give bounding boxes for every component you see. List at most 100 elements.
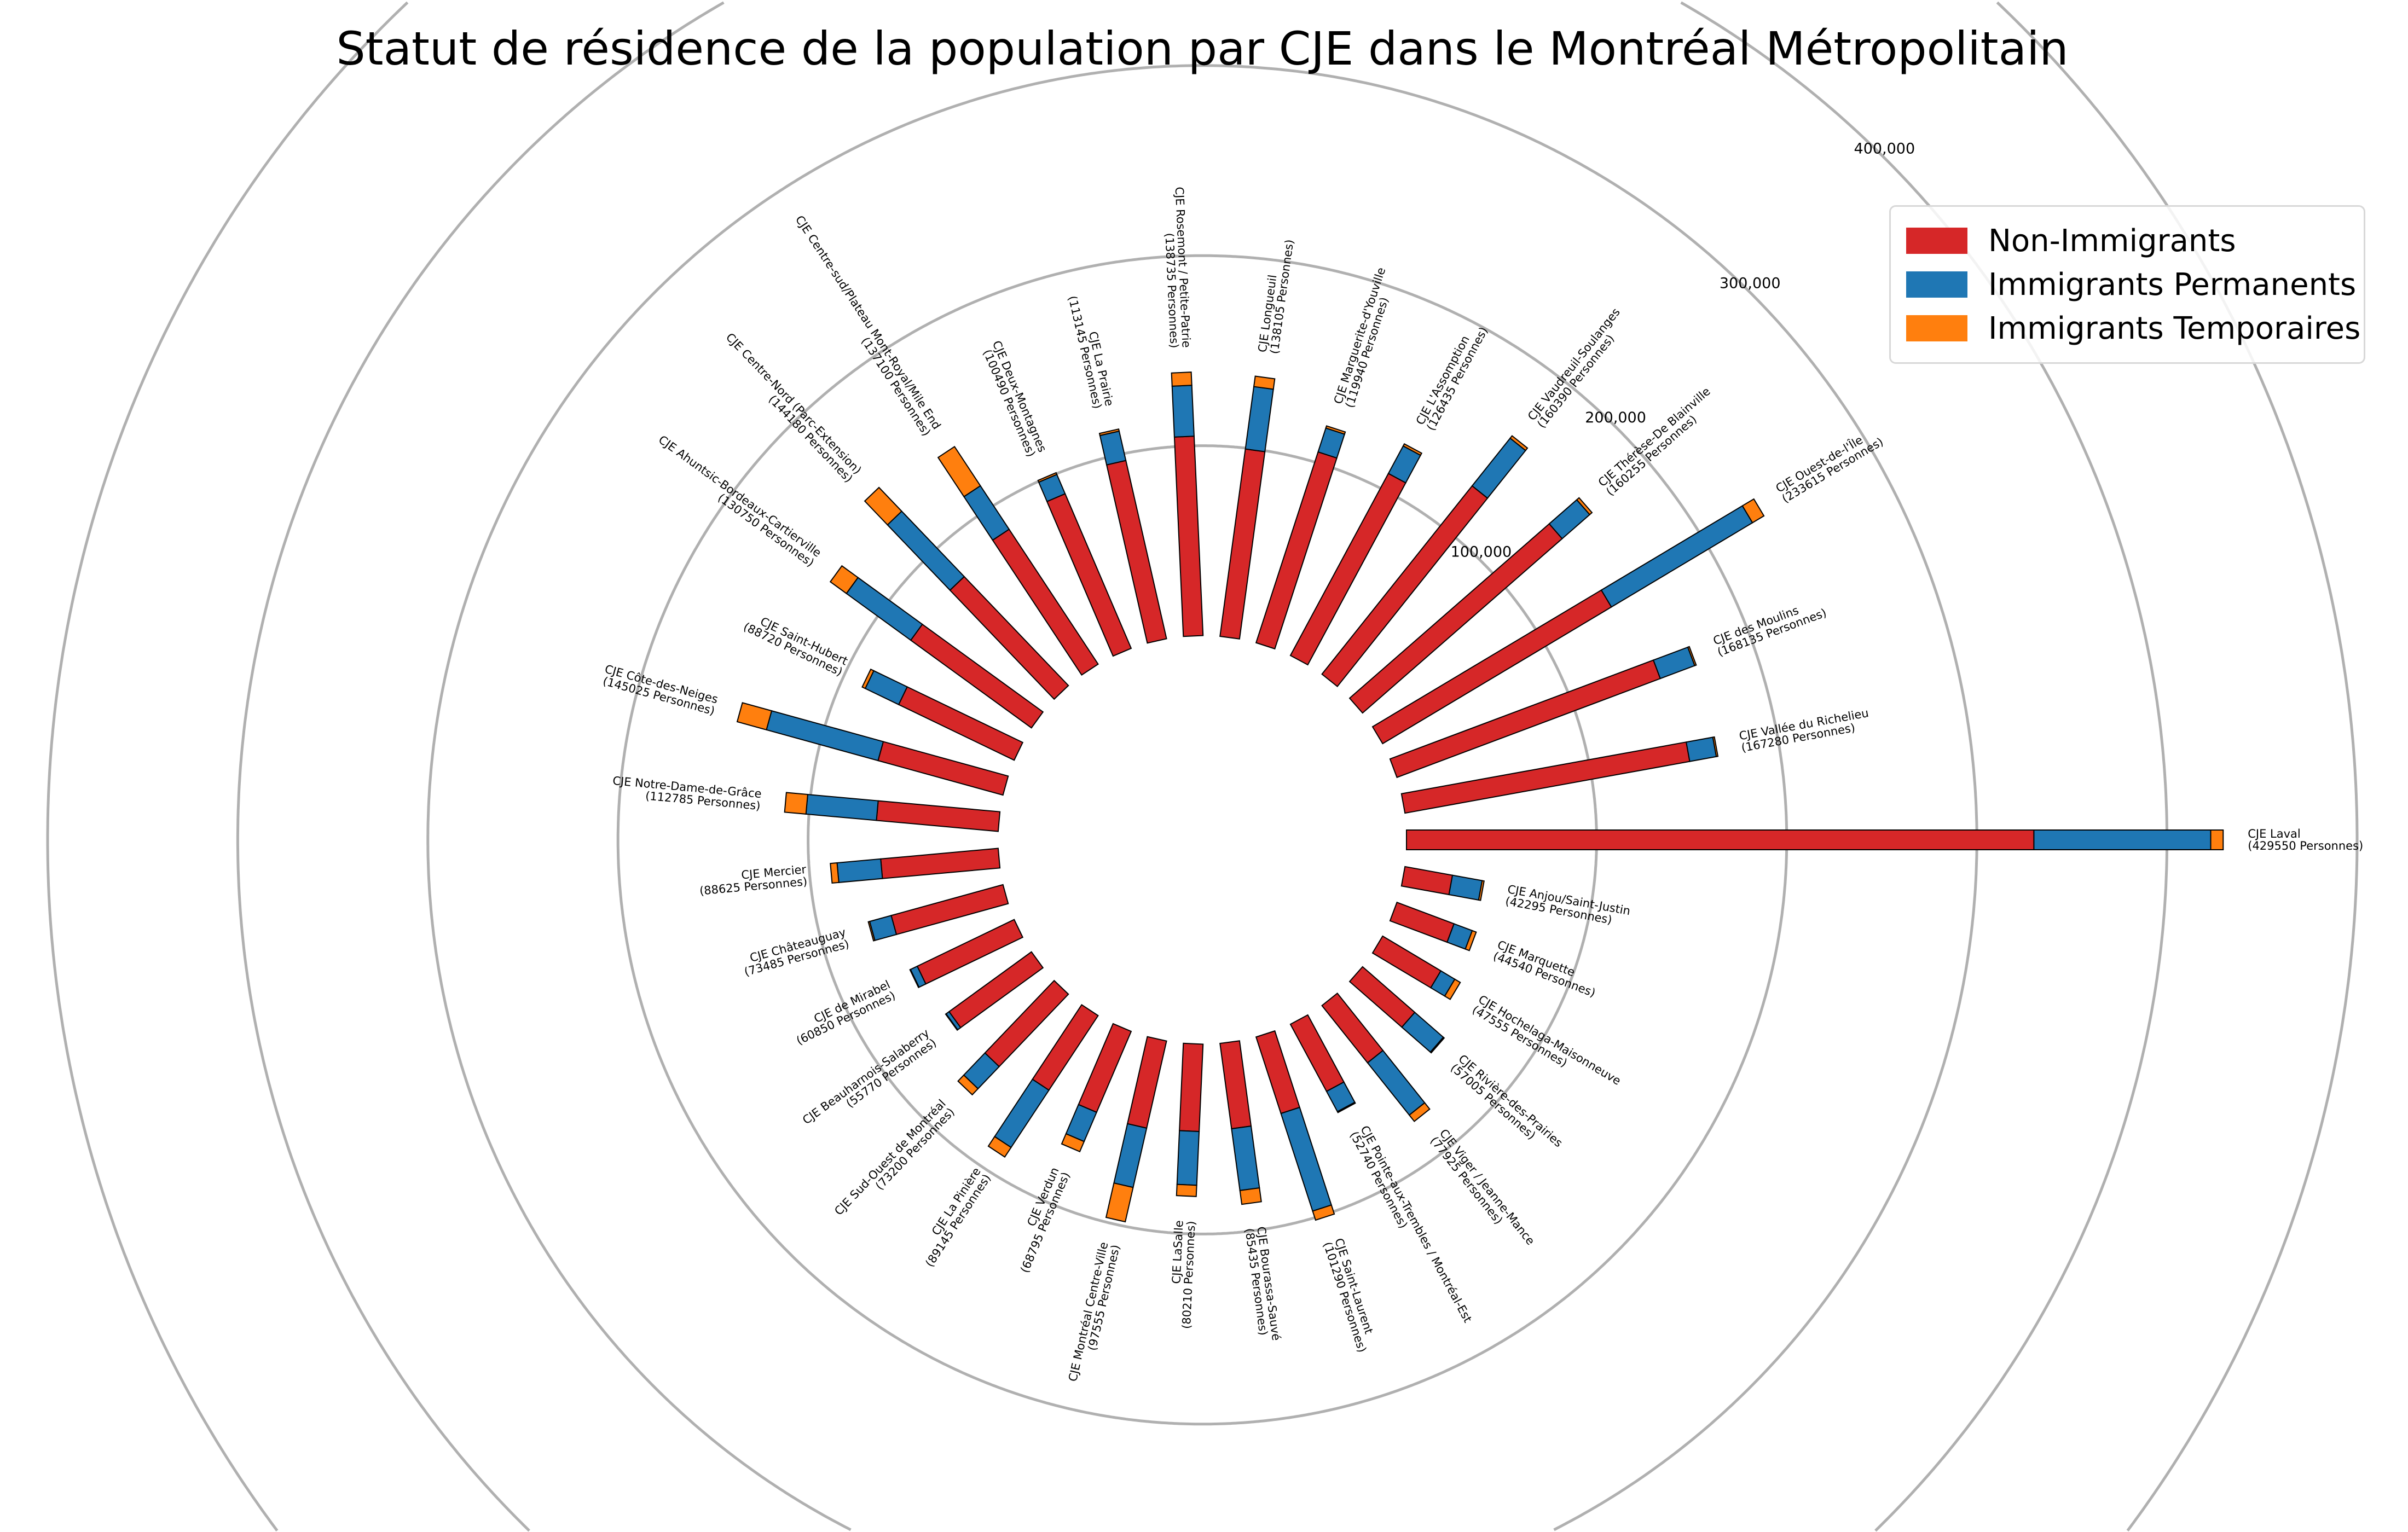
bar-segment-temporaires	[867, 920, 876, 942]
category-name: CJE LaSalle	[1170, 1220, 1185, 1284]
bar-segment-non-immigrants	[1179, 1042, 1204, 1133]
category-label: CJE L'Assomption(126435 Personnes)	[1414, 319, 1491, 433]
bar-segment-temporaires	[1741, 498, 1765, 524]
bar-segment-permanents	[766, 710, 884, 762]
bar-segment-permanents	[1685, 736, 1717, 762]
category-label: CJE Anjou/Saint-Justin(42295 Personnes)	[1504, 883, 1631, 930]
bar-segment-temporaires	[829, 565, 859, 595]
bar-segment-permanents	[805, 793, 879, 821]
category-label: CJE Montréal Centre-Ville(97555 Personne…	[1066, 1241, 1122, 1385]
bar-group	[1219, 375, 1276, 640]
bar-segment-non-immigrants	[880, 848, 1001, 879]
bar-segment-temporaires	[909, 968, 920, 989]
bar-segment-non-immigrants	[890, 884, 1009, 936]
bar-segment-temporaires	[1105, 1182, 1134, 1223]
category-label: CJE La Pinière(89145 Personnes)	[913, 1165, 993, 1269]
legend-item-permanents: Immigrants Permanents	[1906, 263, 2364, 306]
legend-item-non-immigrants: Non-Immigrants	[1906, 219, 2364, 263]
bar-segment-temporaires	[1239, 1187, 1262, 1205]
category-total: (55770 Personnes)	[844, 1036, 939, 1111]
category-name: CJE Laval	[2248, 827, 2301, 840]
category-label: CJE Rosemont / Petite-Patrie(138735 Pers…	[1161, 187, 1193, 349]
bar-segment-temporaires	[830, 862, 840, 884]
category-label: CJE Saint-Hubert(88720 Personnes)	[742, 609, 850, 678]
bar-segment-temporaires	[736, 702, 773, 731]
bar-segment-temporaires	[1465, 930, 1477, 951]
grid-ring	[236, 1, 2169, 1532]
category-name: CJE Centre-Nord (Parc-Extension)	[723, 330, 864, 477]
legend-swatch-temporaires	[1906, 315, 1967, 341]
category-label: CJE Saint-Laurent(101290 Personnes)	[1321, 1237, 1380, 1354]
bar-group	[1389, 646, 1697, 779]
bar-segment-temporaires	[937, 445, 981, 498]
bar-segment-non-immigrants	[1126, 1036, 1167, 1129]
bar-group	[1171, 372, 1204, 637]
bar-segment-permanents	[1367, 1049, 1426, 1116]
category-name: CJE Viger / Jeanne-Mance	[1437, 1127, 1537, 1247]
bar-segment-non-immigrants	[877, 741, 1009, 796]
bar-group	[909, 919, 1024, 989]
chart-title: Statut de résidence de la population par…	[336, 22, 2068, 76]
bar-segment-permanents	[887, 510, 965, 591]
bar-segment-temporaires	[1098, 428, 1120, 437]
category-label: CJE Ouest-de-l'Île(233615 Personnes)	[1773, 424, 1885, 506]
category-label: CJE Mercier(88625 Personnes)	[698, 863, 808, 898]
bar-segment-non-immigrants	[1173, 436, 1204, 637]
category-label: CJE des Moulins(168135 Personnes)	[1711, 595, 1828, 659]
bar-segment-temporaires	[1325, 425, 1346, 435]
category-label: CJE Ahuntsic-Bordeaux-Cartierville(13075…	[649, 433, 824, 569]
category-total: (429550 Personnes)	[2248, 839, 2363, 852]
legend-label: Non-Immigrants	[1988, 223, 2236, 259]
category-name: CJE Thérèse-De Blainville	[1596, 385, 1713, 489]
bar-segment-temporaires	[957, 1074, 979, 1096]
bar-segment-temporaires	[1408, 1102, 1431, 1122]
bar-segment-temporaires	[987, 1135, 1012, 1158]
radial-grid	[46, 1, 2359, 1532]
bar-segment-temporaires	[1687, 646, 1697, 666]
category-name: CJE Centre-sud/Plateau Mont-Royal/Mile E…	[793, 213, 943, 432]
bar-group	[987, 1003, 1099, 1158]
category-label: CJE Sud-Ouest de Montréal(73200 Personne…	[832, 1097, 957, 1226]
category-label: CJE Thérèse-De Blainville(160255 Personn…	[1596, 385, 1721, 498]
bar-group	[1255, 425, 1346, 650]
bar-segment-non-immigrants	[1078, 1023, 1132, 1113]
bar-segment-permanents	[1113, 1123, 1148, 1188]
bar-group	[1255, 1030, 1335, 1221]
category-label: CJE Rivière-des-Prairies(57005 Personnes…	[1448, 1052, 1565, 1159]
bar-segment-temporaires	[2210, 829, 2224, 850]
bar-group	[1400, 866, 1485, 901]
category-name: CJE Sud-Ouest de Montréal	[832, 1097, 948, 1218]
bar-segment-permanents	[963, 485, 1010, 541]
bar-group	[1348, 497, 1593, 714]
bar-group	[1037, 472, 1132, 657]
radial-tick-label: 400,000	[1854, 141, 1915, 158]
bar-group	[830, 848, 1001, 884]
bar-segment-non-immigrants	[1348, 966, 1416, 1028]
bar-segment-temporaires	[1061, 1133, 1085, 1153]
bar-segment-non-immigrants	[1371, 935, 1442, 989]
bar-segment-permanents	[1280, 1106, 1333, 1212]
category-label: CJE Vallée du Richelieu(167280 Personnes…	[1738, 706, 1872, 755]
bar-segment-permanents	[1652, 646, 1695, 680]
bar-segment-non-immigrants	[1389, 901, 1455, 943]
bar-group	[1061, 1023, 1132, 1153]
bar-group	[945, 951, 1044, 1031]
bar-group	[937, 445, 1099, 676]
bar-segment-temporaires	[1478, 880, 1485, 901]
bar-segment-permanents	[1471, 437, 1526, 499]
bar-segment-temporaires	[1712, 736, 1719, 758]
bar-group	[1321, 435, 1529, 688]
bar-segment-temporaires	[861, 668, 875, 689]
bar-segment-non-immigrants	[1219, 1040, 1252, 1130]
bar-segment-non-immigrants	[1400, 866, 1454, 896]
category-label: CJE Côte-des-Neiges(145025 Personnes)	[600, 663, 720, 718]
category-label: CJE Châteauguay(73485 Personnes)	[739, 926, 850, 979]
bar-group	[1289, 443, 1423, 666]
category-label: CJE La Prairie(113145 Personnes)	[1066, 292, 1116, 410]
category-label: CJE Notre-Dame-de-Grâce(112785 Personnes…	[611, 774, 762, 813]
category-label: CJE LaSalle(80210 Personnes)	[1168, 1220, 1198, 1329]
bar-segment-permanents	[1171, 385, 1195, 438]
bar-segment-non-immigrants	[1219, 448, 1266, 640]
bar-group	[864, 486, 1069, 700]
